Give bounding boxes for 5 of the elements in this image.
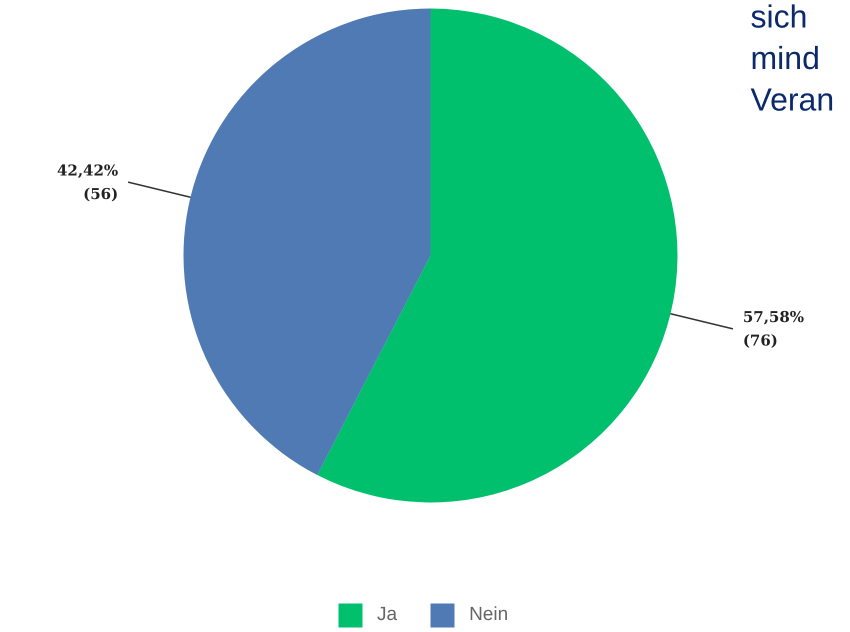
text: sich mind Veran <box>750 0 834 118</box>
legend-label: Nein <box>469 604 508 626</box>
data-label: 57,58% (76) <box>742 308 804 350</box>
legend-label: Ja <box>377 604 398 626</box>
data-label: 42,42% (56) <box>56 161 118 203</box>
